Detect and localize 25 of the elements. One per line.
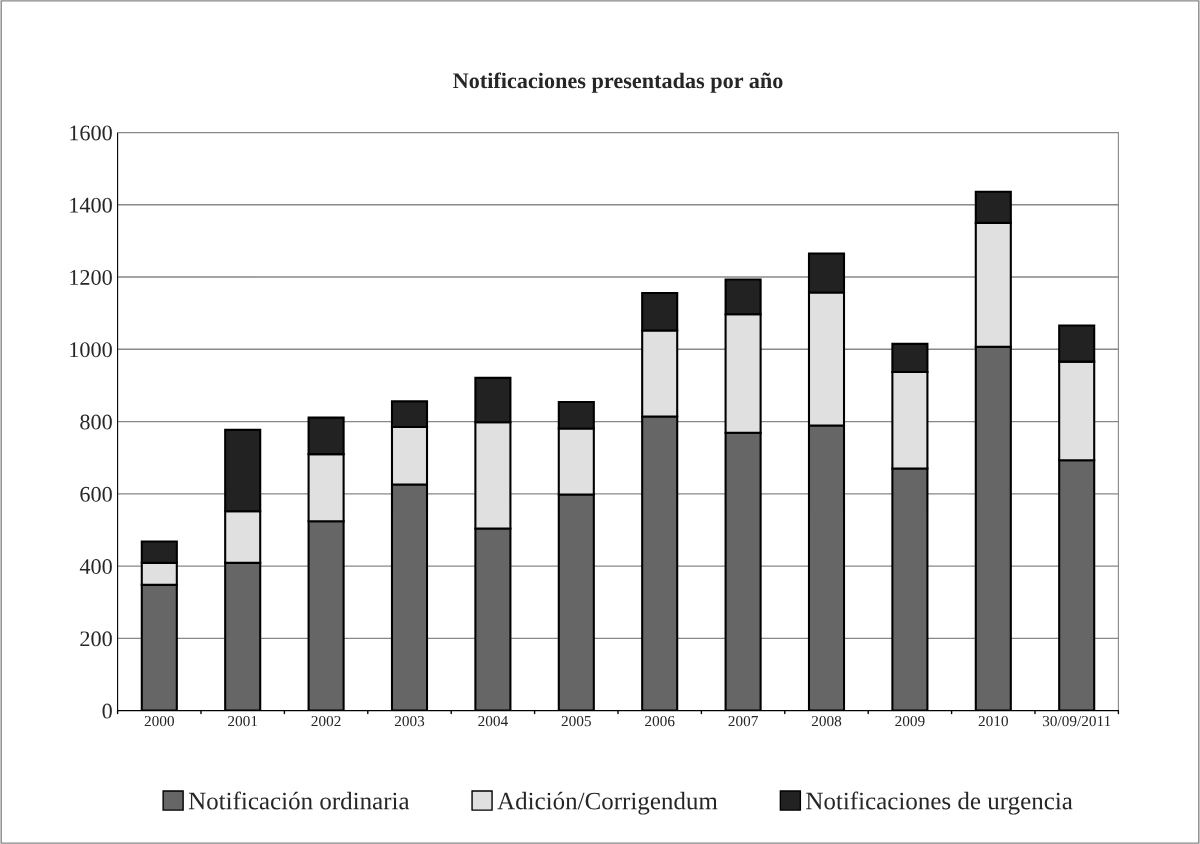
y-tick-label: 1600 xyxy=(70,125,112,141)
y-tick-label: 1200 xyxy=(70,269,112,285)
y-tick-label: 200 xyxy=(80,631,112,647)
x-tick-label: 2003 xyxy=(394,715,425,727)
x-tick-label: 2006 xyxy=(645,715,675,727)
y-tick-label: 1000 xyxy=(70,342,112,358)
x-tick-label: 2002 xyxy=(311,715,341,727)
y-tick-label: 800 xyxy=(80,414,112,430)
x-tick-label: 2007 xyxy=(728,715,758,727)
legend-label: Notificación ordinaria xyxy=(188,791,410,810)
y-tick-label: 1400 xyxy=(70,197,112,213)
x-tick-label: 2010 xyxy=(978,715,1008,727)
x-tick-label: 2001 xyxy=(228,715,258,727)
y-tick-label: 400 xyxy=(79,559,112,575)
legend-label: Notificaciones de urgencia xyxy=(806,791,1073,815)
x-tick-label: 2009 xyxy=(895,715,925,727)
x-tick-label: 2004 xyxy=(478,715,508,727)
x-tick-label: 2005 xyxy=(561,715,591,727)
y-tick-label: 0 xyxy=(102,703,112,719)
chart-title: Notificaciones presentadas por año xyxy=(453,72,783,93)
y-tick-label: 600 xyxy=(80,486,112,502)
x-tick-label: 2008 xyxy=(811,715,842,727)
x-tick-label: 30/09/2011 xyxy=(1042,715,1111,727)
x-tick-label: 2000 xyxy=(144,715,174,727)
legend-label: Adición/Corrigendum xyxy=(497,791,718,815)
